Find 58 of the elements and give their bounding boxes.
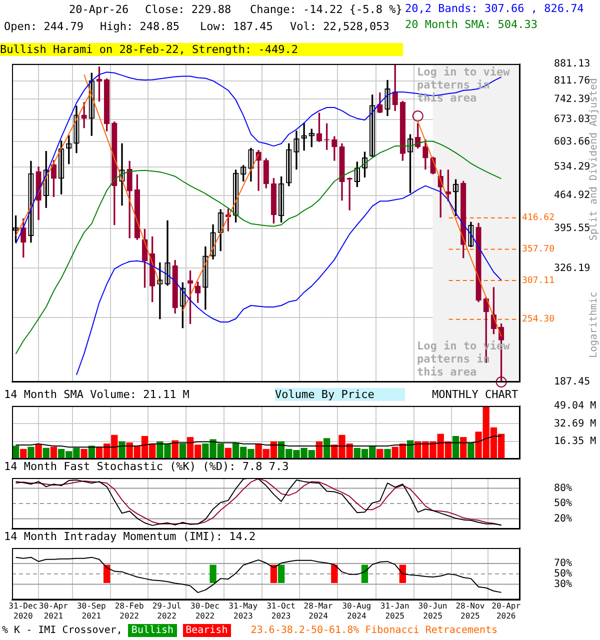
- y-tick-label: 50%: [554, 568, 572, 580]
- text: Close: 229.88: [145, 3, 232, 16]
- chart-title: 14 Month Fast Stochastic (%K) (%D): 7.8 7.3: [4, 460, 289, 473]
- x-tick-label: 20-Apr 2026: [492, 602, 521, 620]
- x-tick-label: 28-Nov 2025: [456, 602, 485, 620]
- chart-title: 14 Month SMA Volume: 21.11 M: [4, 388, 190, 401]
- text: Bullish Harami on 28-Feb-22, Strength: -449.2: [0, 43, 403, 56]
- text: Bearish: [182, 624, 231, 637]
- legend-title: % K - IMI Crossover,: [2, 624, 122, 637]
- y-tick-label: 881.13: [554, 58, 590, 70]
- text: 20,2 Bands: 307.66 , 826.74: [405, 2, 584, 15]
- y-tick-label: 742.39: [554, 94, 590, 105]
- x-tick-label: 31-May 2023: [228, 602, 258, 620]
- x-tick-label: 29-Jul 2022: [152, 602, 182, 620]
- text: Vol: 22,528,053: [290, 20, 390, 33]
- x-tick-label: 30-Dec 2022: [190, 602, 220, 620]
- x-tick-label: 30-Aug 2024: [342, 602, 372, 620]
- ref-line-label: 357.70: [522, 244, 555, 255]
- x-tick-label: 28-Feb 2022: [114, 602, 144, 620]
- y-axis-title: Split and Dividend Adjusted: [588, 78, 600, 241]
- y-tick-label: 811.76: [554, 75, 590, 86]
- y-tick-label: 603.66: [554, 136, 590, 148]
- text: MONTHLY CHART: [432, 388, 518, 401]
- text: Bullish: [128, 624, 177, 637]
- y-tick-label: 32.69 M: [554, 418, 596, 430]
- x-tick-label: 31-Jan 2025: [380, 602, 410, 620]
- x-tick-label: 30-Jun 2025: [418, 602, 448, 620]
- text: 23.6-38.2-50-61.8% Fibonacci Retracements: [250, 624, 498, 637]
- y-tick-label: 70%: [554, 558, 572, 570]
- ref-line-label: 416.62: [522, 213, 555, 224]
- y-tick-label: 49.04 M: [554, 400, 596, 412]
- x-tick-label: 28-Mar 2024: [304, 602, 333, 620]
- y-tick-label: 30%: [554, 578, 572, 590]
- y-tick-label: 50%: [554, 498, 572, 510]
- y-tick-label: 187.45: [554, 376, 590, 388]
- y-tick-label: 464.92: [554, 190, 590, 201]
- text: 20 Month SMA: 504.33: [405, 18, 538, 31]
- y-tick-label: 20%: [554, 513, 572, 524]
- text: Volume By Price: [275, 388, 405, 401]
- y-tick-label: 326.19: [554, 262, 590, 274]
- y-tick-label: 395.55: [554, 223, 590, 234]
- text: Logarithmic: [588, 292, 600, 358]
- text: Low: 187.45: [200, 20, 273, 33]
- text: Change: -14.22 {-5.8 %}: [250, 3, 402, 16]
- y-tick-label: 16.35 M: [554, 436, 596, 447]
- text: High: 248.85: [100, 20, 180, 33]
- ref-line-label: 307.11: [522, 276, 555, 286]
- x-tick-label: 30-Apr 2021: [39, 602, 68, 620]
- chart-title: 20-Apr-26: [69, 3, 129, 16]
- y-tick-label: 673.03: [554, 114, 590, 125]
- x-tick-label: 31-Oct 2023: [266, 602, 296, 620]
- x-tick-label: 31-Dec 2020: [8, 602, 38, 620]
- y-tick-label: 534.29: [554, 161, 590, 172]
- x-tick-label: 30-Sep 2021: [76, 602, 106, 620]
- y-tick-label: 80%: [554, 482, 572, 494]
- ref-line-label: 254.30: [522, 314, 555, 325]
- chart-title: 14 Month Intraday Momentum (IMI): 14.2: [4, 530, 256, 543]
- text: Open: 244.79: [4, 20, 84, 33]
